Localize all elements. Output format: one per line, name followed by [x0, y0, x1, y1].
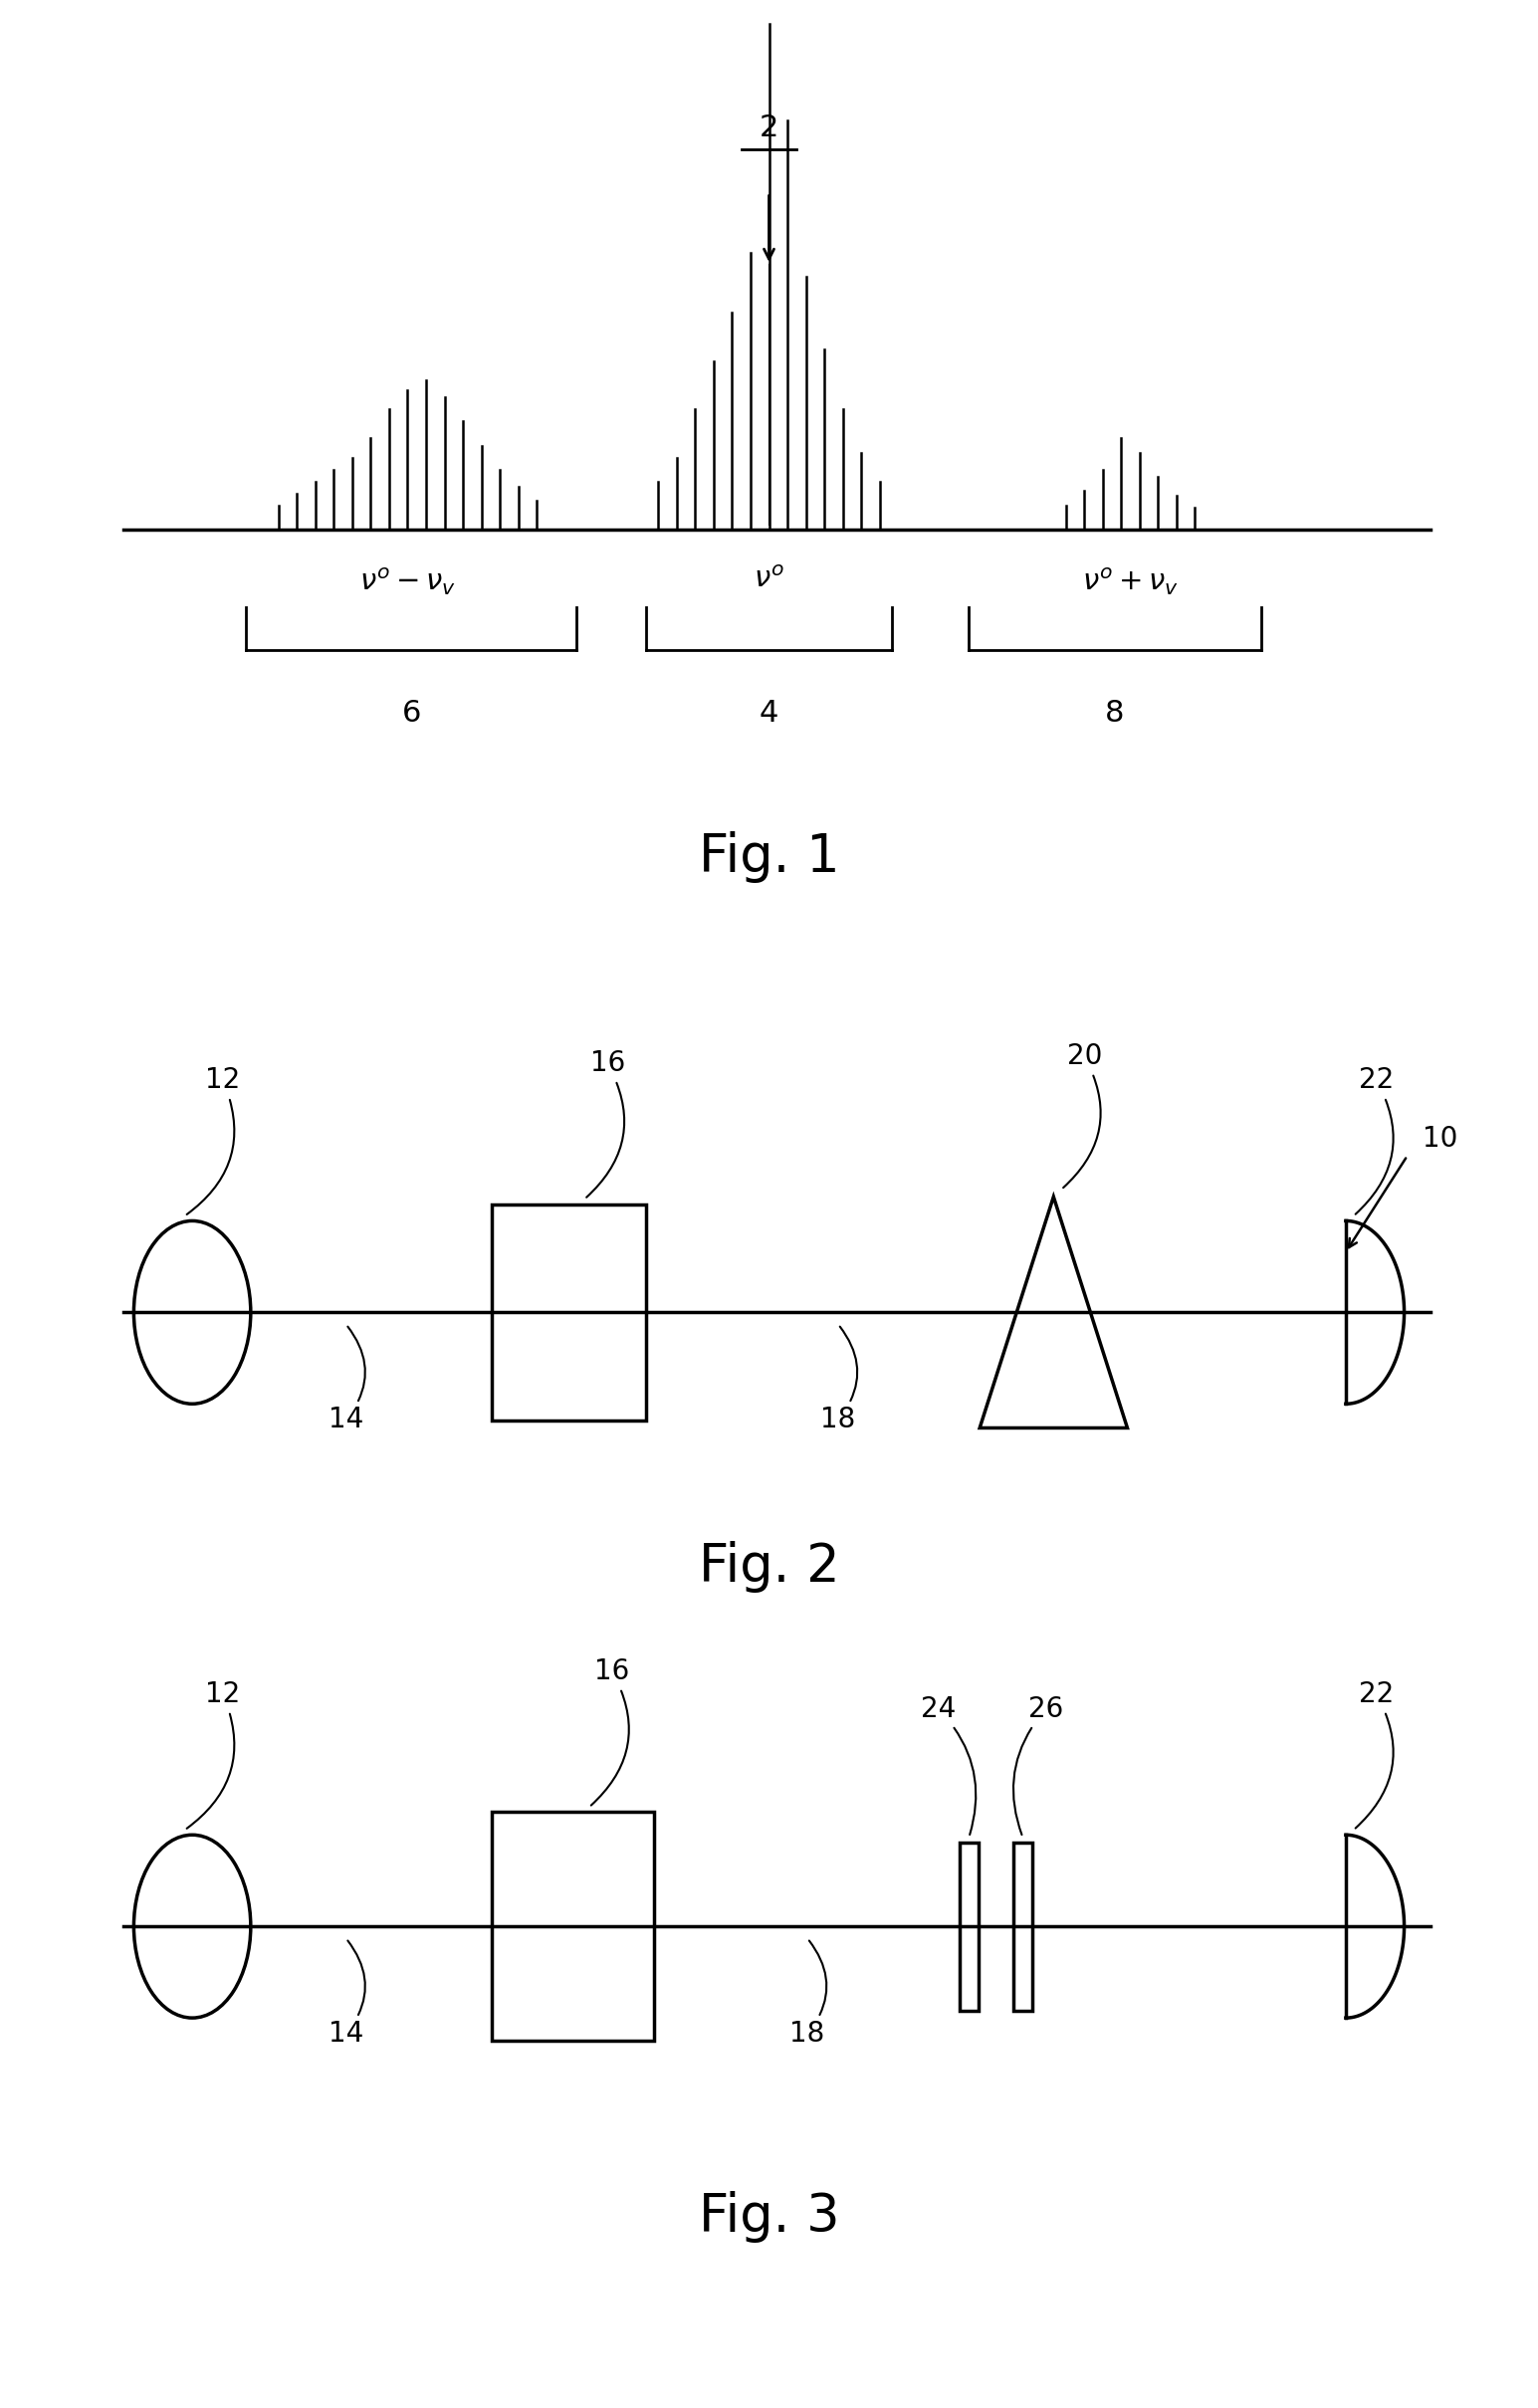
Text: 22: 22 [1355, 1681, 1393, 1828]
Text: 16: 16 [591, 1657, 629, 1806]
Text: 10: 10 [1423, 1125, 1458, 1153]
Text: 24: 24 [921, 1695, 977, 1835]
Text: 12: 12 [186, 1681, 240, 1828]
Text: 6: 6 [401, 698, 421, 727]
Text: 2: 2 [760, 113, 778, 142]
Text: 22: 22 [1355, 1067, 1393, 1214]
Text: 26: 26 [1014, 1695, 1063, 1835]
Bar [492, 1811, 654, 2042]
Text: 14: 14 [329, 1941, 365, 2047]
Bar [960, 1842, 978, 2011]
Text: Fig. 3: Fig. 3 [698, 2191, 840, 2242]
Text: 8: 8 [1106, 698, 1124, 727]
Text: 4: 4 [760, 698, 778, 727]
Text: 20: 20 [1063, 1043, 1101, 1187]
Text: $\nu^o$: $\nu^o$ [754, 566, 784, 595]
Text: Fig. 1: Fig. 1 [698, 831, 840, 881]
Text: 18: 18 [821, 1327, 857, 1433]
Bar [1014, 1842, 1032, 2011]
Text: Fig. 2: Fig. 2 [698, 1541, 840, 1592]
Text: $\nu^o - \nu_v$: $\nu^o - \nu_v$ [360, 566, 455, 597]
Text: $\nu^o + \nu_v$: $\nu^o + \nu_v$ [1083, 566, 1178, 597]
Text: 16: 16 [586, 1050, 624, 1197]
Bar [492, 1204, 646, 1421]
Text: 18: 18 [791, 1941, 826, 2047]
Text: 12: 12 [186, 1067, 240, 1214]
Text: 14: 14 [329, 1327, 365, 1433]
